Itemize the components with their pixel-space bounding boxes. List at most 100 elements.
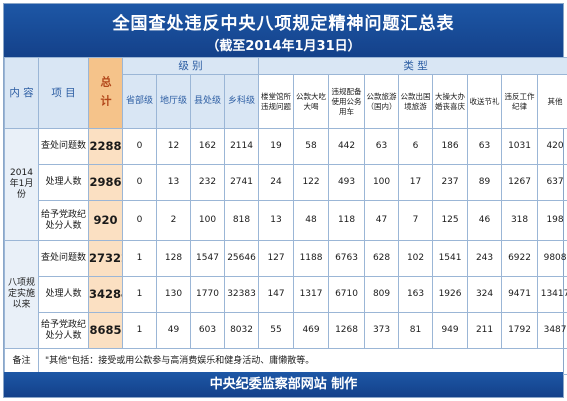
level-value: 0 <box>122 200 157 241</box>
type-value: 442 <box>328 128 366 165</box>
table-row: 给予党政纪处分人数 920 0 2 100 818 13 48 118 47 7 125 46 318 19… <box>5 200 567 241</box>
table-row: 处理人数342841130177032383147131767108091631… <box>5 276 567 313</box>
type-value: 493 <box>328 164 366 201</box>
page-subtitle: （截至2014年1月31日） <box>206 39 361 54</box>
table-row: 给予党政纪处分人数 8685 1 49 603 8032 55 469 1268 373 81 949… <box>5 312 567 349</box>
header-type-6: 收送节礼 <box>467 74 503 129</box>
header-level-3: 乡科级 <box>223 74 260 129</box>
header-type-1: 公款大吃大喝 <box>293 74 330 129</box>
type-value: 237 <box>432 164 469 201</box>
level-value: 2741 <box>223 164 260 201</box>
type-value: 46 <box>467 200 503 241</box>
row-total: 2986 <box>88 164 123 201</box>
type-value: 420 <box>537 128 567 165</box>
level-value: 2 <box>156 200 191 241</box>
type-value: 1031 <box>501 128 539 165</box>
type-value: 81 <box>398 312 434 349</box>
level-value: 49 <box>156 312 191 349</box>
type-value: 628 <box>364 240 400 277</box>
header-content: 内 容 <box>4 57 39 129</box>
type-value: 125 <box>432 200 469 241</box>
group-label-1: 八项规定实施以来 <box>4 240 39 349</box>
type-value: 58 <box>293 128 330 165</box>
header-total: 总 计 <box>88 57 123 129</box>
type-value: 949 <box>432 312 469 349</box>
summary-table-frame: 全国查处违反中央八项规定精神问题汇总表 （截至2014年1月31日） 内 容 项… <box>3 3 567 398</box>
type-value: 48 <box>293 200 330 241</box>
header-level-2: 县处级 <box>190 74 225 129</box>
header-type-3: 公款旅游（国内） <box>364 74 400 129</box>
type-value: 55 <box>258 312 295 349</box>
type-value: 6922 <box>501 240 539 277</box>
level-value: 1547 <box>190 240 225 277</box>
type-value: 243 <box>467 240 503 277</box>
type-value: 469 <box>293 312 330 349</box>
header-level-0: 省部级 <box>122 74 157 129</box>
group-label-0: 2014年1月份 <box>4 128 39 241</box>
footer-credit: 中央纪委监察部网站 制作 <box>4 372 563 397</box>
row-item-label: 查处问题数 <box>38 240 89 277</box>
level-value: 128 <box>156 240 191 277</box>
type-value: 198 <box>537 200 567 241</box>
type-value: 1926 <box>432 276 469 313</box>
type-value: 9471 <box>501 276 539 313</box>
type-value: 102 <box>398 240 434 277</box>
row-item-label: 查处问题数 <box>38 128 89 165</box>
title-banner: 全国查处违反中央八项规定精神问题汇总表 （截至2014年1月31日） <box>4 4 563 57</box>
type-value: 186 <box>432 128 469 165</box>
level-value: 8032 <box>223 312 260 349</box>
row-total: 2288 <box>88 128 123 165</box>
level-value: 0 <box>122 164 157 201</box>
level-value: 100 <box>190 200 225 241</box>
level-value: 12 <box>156 128 191 165</box>
header-total-label: 总 计 <box>99 76 112 108</box>
type-value: 211 <box>467 312 503 349</box>
type-value: 1268 <box>328 312 366 349</box>
type-value: 163 <box>398 276 434 313</box>
type-value: 118 <box>328 200 366 241</box>
type-value: 1267 <box>501 164 539 201</box>
type-value: 63 <box>467 128 503 165</box>
type-value: 17 <box>398 164 434 201</box>
level-value: 818 <box>223 200 260 241</box>
type-value: 1792 <box>501 312 539 349</box>
type-value: 373 <box>364 312 400 349</box>
level-value: 603 <box>190 312 225 349</box>
header-type-0: 楼堂馆所违规问题 <box>258 74 295 129</box>
level-value: 13 <box>156 164 191 201</box>
row-total: 34284 <box>88 276 123 313</box>
header-type-5: 大操大办婚丧喜庆 <box>432 74 469 129</box>
level-value: 1 <box>122 312 157 349</box>
type-value: 47 <box>364 200 400 241</box>
type-value: 637 <box>537 164 567 201</box>
table-row: 2014年1月份 查处问题数 2288 0 12 162 2114 19 58 442 63 6 186… <box>4 128 567 241</box>
type-value: 127 <box>258 240 295 277</box>
level-value: 1770 <box>190 276 225 313</box>
header-type-group: 类 型 <box>258 57 567 75</box>
row-total: 920 <box>88 200 123 241</box>
header-item: 项 目 <box>38 57 89 129</box>
type-value: 324 <box>467 276 503 313</box>
level-value: 2114 <box>223 128 260 165</box>
type-value: 6763 <box>328 240 366 277</box>
level-value: 32383 <box>223 276 260 313</box>
level-value: 232 <box>190 164 225 201</box>
row-item-label: 给予党政纪处分人数 <box>38 200 89 241</box>
page-title: 全国查处违反中央八项规定精神问题汇总表 <box>112 14 455 34</box>
note-text: "其他"包括：接受或用公款参与高消费娱乐和健身活动、庸懒散等。 <box>37 348 567 375</box>
note-label: 备注 <box>4 348 39 375</box>
type-value: 6710 <box>328 276 366 313</box>
type-value: 24 <box>258 164 295 201</box>
type-value: 13417 <box>537 276 567 313</box>
row-total: 8685 <box>88 312 123 349</box>
type-value: 7 <box>398 200 434 241</box>
type-value: 147 <box>258 276 295 313</box>
type-value: 1317 <box>293 276 330 313</box>
type-value: 9808 <box>537 240 567 277</box>
level-value: 162 <box>190 128 225 165</box>
type-value: 1541 <box>432 240 469 277</box>
type-value: 122 <box>293 164 330 201</box>
level-value: 130 <box>156 276 191 313</box>
type-value: 1188 <box>293 240 330 277</box>
type-value: 13 <box>258 200 295 241</box>
